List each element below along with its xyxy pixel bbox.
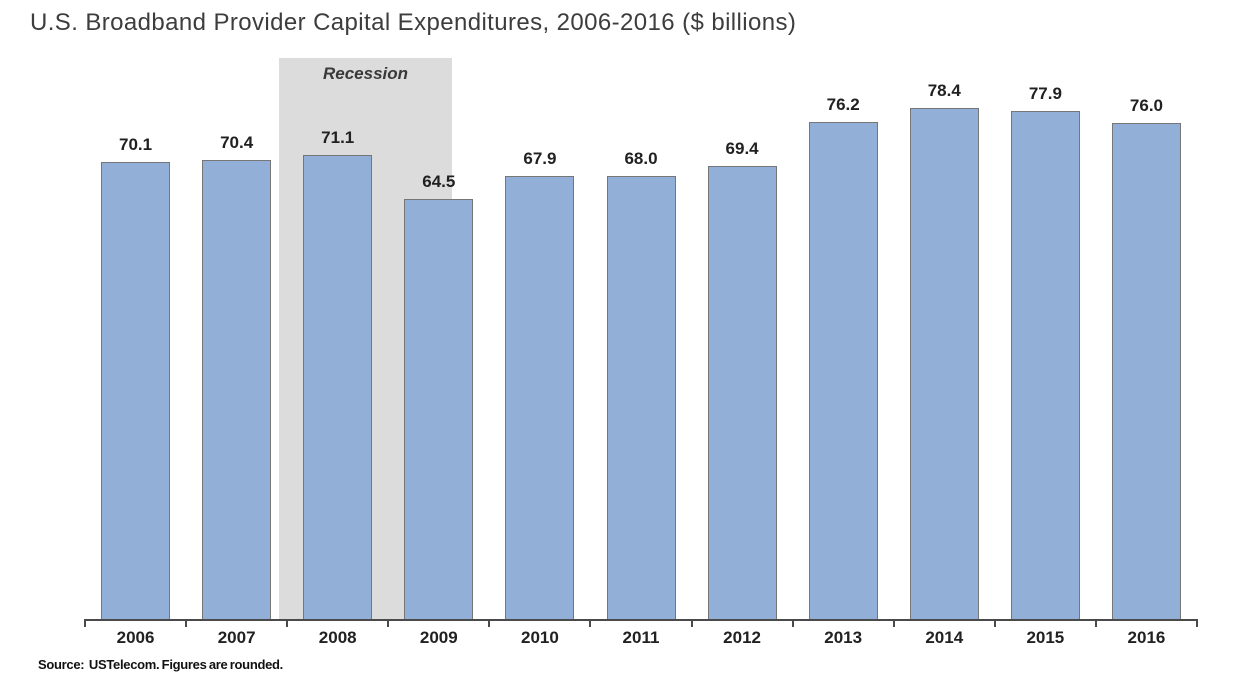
axis-tick [488, 620, 491, 627]
x-tick-label-2007: 2007 [217, 628, 256, 647]
value-label-2013: 76.2 [826, 95, 860, 115]
recession-band-label: Recession [323, 64, 409, 83]
bar-2012 [707, 166, 777, 620]
x-tick-label-2013: 2013 [824, 628, 863, 647]
value-label-2008: 71.1 [321, 128, 355, 148]
x-tick-label-2014: 2014 [925, 628, 964, 647]
axis-tick [387, 620, 390, 627]
value-label-2015: 77.9 [1028, 83, 1062, 103]
axis-tick [286, 620, 289, 627]
value-label-2007: 70.4 [220, 132, 254, 152]
bar-2015 [1010, 110, 1080, 620]
value-label-2012: 69.4 [725, 139, 759, 159]
bar-2013 [808, 122, 878, 620]
bar-2007 [202, 159, 272, 620]
bar-2006 [101, 161, 171, 620]
bar-2014 [909, 107, 979, 620]
value-label-2011: 68.0 [624, 148, 658, 168]
axis-tick [185, 620, 188, 627]
bar-2008 [303, 155, 373, 620]
source-note: Source: USTelecom. Figures are rounded. [38, 657, 283, 672]
value-label-2006: 70.1 [118, 134, 153, 154]
value-label-2009: 64.5 [422, 171, 456, 191]
x-tick-label-2009: 2009 [419, 628, 458, 647]
axis-tick [791, 620, 794, 627]
bar-2016 [1111, 123, 1181, 620]
axis-tick [1196, 620, 1198, 627]
axis-tick [1094, 620, 1097, 627]
bar-2010 [505, 176, 575, 620]
chart-title: U.S. Broadband Provider Capital Expendit… [30, 9, 797, 36]
x-tick-label-2008: 2008 [318, 628, 357, 647]
bar-2011 [606, 175, 676, 620]
axis-tick [589, 620, 592, 627]
value-label-2016: 76.0 [1129, 96, 1163, 116]
value-label-2010: 67.9 [523, 149, 557, 169]
x-tick-label-2006: 2006 [116, 628, 155, 647]
x-tick-label-2010: 2010 [520, 628, 559, 647]
axis-tick [993, 620, 996, 627]
axis-tick [84, 620, 86, 627]
bar-2009 [404, 198, 474, 620]
axis-tick [892, 620, 895, 627]
x-tick-label-2015: 2015 [1026, 628, 1065, 647]
value-label-2014: 78.4 [927, 80, 961, 100]
x-tick-label-2011: 2011 [622, 628, 660, 647]
x-tick-label-2016: 2016 [1127, 628, 1166, 647]
x-tick-label-2012: 2012 [723, 628, 761, 647]
x-axis-line [84, 619, 1198, 621]
axis-tick [690, 620, 693, 627]
